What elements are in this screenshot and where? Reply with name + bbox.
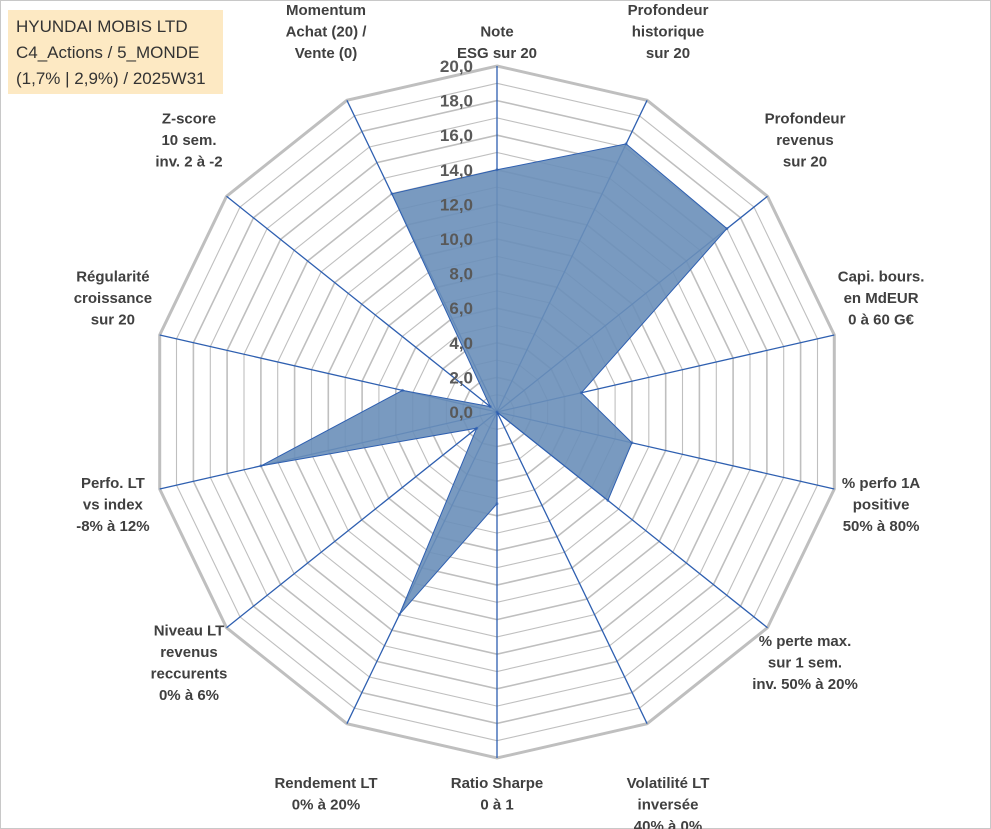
axis-label-line: 0 à 60 G€: [848, 311, 915, 328]
axis-label-line: Perfo. LT: [81, 475, 145, 492]
axis-label-line: % perfo 1A: [842, 475, 921, 492]
axis-label-line: Volatilité LT: [627, 775, 710, 792]
axis-label: Volatilité LT inversée 40% à 0%: [627, 775, 710, 829]
axis-label: Z-score 10 sem. inv. 2 à -2: [155, 110, 222, 170]
axis-label: Rendement LT 0% à 20%: [274, 775, 377, 814]
axis-label-line: Achat (20) /: [286, 24, 368, 41]
axis-label-line: Profondeur: [628, 2, 709, 19]
tick-label: 6,0: [449, 299, 473, 318]
axis-label-line: 0% à 6%: [159, 687, 219, 704]
series-point: [495, 502, 499, 506]
radar-tick-labels: 0,0 2,0 4,0 6,0 8,0 10,0 12,0 14,0 16,0 18,0 20,0: [440, 57, 473, 422]
axis-label-line: inversée: [638, 797, 699, 814]
radar-axis-labels: Note ESG sur 20 Profondeur historique sur 20…: [74, 2, 925, 829]
axis-label-line: ESG sur 20: [457, 45, 537, 62]
axis-label: Régularité croissance sur 20: [74, 268, 152, 328]
axis-label: Momentum Achat (20) / Vente (0): [286, 2, 368, 62]
axis-label: % perfo 1A positive 50% à 80%: [842, 475, 921, 535]
axis-label-line: sur 20: [91, 311, 135, 328]
axis-label-line: sur 20: [646, 45, 690, 62]
series-point: [495, 168, 499, 172]
tick-label: 18,0: [440, 92, 473, 111]
axis-label: Profondeur historique sur 20: [628, 2, 709, 62]
axis-label-line: Z-score: [162, 110, 216, 127]
series-point: [390, 192, 394, 196]
series-point: [579, 391, 583, 395]
axis-label-line: Niveau LT: [154, 622, 225, 639]
axis-spoke: [496, 411, 648, 724]
axis-label-line: inv. 2 à -2: [155, 153, 222, 170]
series-point: [606, 498, 610, 502]
stats-line: (1,7% | 2,9%) / 2025W31: [16, 69, 206, 88]
axis-label-line: sur 20: [783, 153, 827, 170]
tick-label: 0,0: [449, 403, 473, 422]
axis-label-line: 50% à 80%: [843, 518, 920, 535]
axis-label-line: -8% à 12%: [76, 518, 149, 535]
axis-label-line: Profondeur: [765, 110, 846, 127]
axis-label-line: historique: [632, 24, 705, 41]
axis-label-line: % perte max.: [759, 633, 852, 650]
axis-label: Profondeur revenus sur 20: [765, 110, 846, 170]
tick-label: 20,0: [440, 57, 473, 76]
axis-label-line: Rendement LT: [274, 775, 377, 792]
axis-label-line: 10 sem.: [161, 132, 216, 149]
axis-label-line: 0 à 1: [480, 797, 513, 814]
series-point: [475, 426, 479, 430]
axis-label-line: Régularité: [76, 268, 149, 285]
category-line: C4_Actions / 5_MONDE: [16, 43, 200, 62]
tick-label: 4,0: [449, 334, 473, 353]
series-point: [488, 405, 492, 409]
chart-title-box: HYUNDAI MOBIS LTD C4_Actions / 5_MONDE (…: [8, 10, 223, 94]
axis-label-line: 40% à 0%: [634, 818, 702, 829]
axis-label-line: Note: [480, 24, 513, 41]
series-point: [624, 142, 628, 146]
axis-label-line: reccurents: [151, 665, 228, 682]
tick-label: 2,0: [449, 368, 473, 387]
axis-label: Capi. bours. en MdEUR 0 à 60 G€: [838, 268, 925, 328]
axis-label-line: Vente (0): [295, 45, 358, 62]
tick-label: 12,0: [440, 195, 473, 214]
axis-label-line: en MdEUR: [844, 290, 919, 307]
axis-label: Niveau LT revenus reccurents 0% à 6%: [151, 622, 228, 704]
axis-label-line: positive: [853, 497, 910, 514]
series-point: [401, 388, 404, 392]
axis-label-line: Ratio Sharpe: [451, 775, 544, 792]
axis-label-line: inv. 50% à 20%: [752, 676, 858, 693]
axis-label-line: 0% à 20%: [292, 797, 360, 814]
axis-label: % perte max. sur 1 sem. inv. 50% à 20%: [752, 633, 858, 693]
axis-spoke: [226, 195, 498, 413]
axis-label-line: revenus: [776, 132, 834, 149]
tick-label: 16,0: [440, 126, 473, 145]
tick-label: 14,0: [440, 161, 473, 180]
company-name: HYUNDAI MOBIS LTD: [16, 17, 188, 36]
series-point: [397, 613, 401, 617]
series-point: [630, 441, 634, 445]
series-point: [259, 464, 263, 468]
series-point: [495, 410, 499, 414]
axis-label: Note ESG sur 20: [457, 24, 537, 63]
axis-label-line: sur 1 sem.: [768, 655, 842, 672]
axis-label: Ratio Sharpe 0 à 1: [451, 775, 544, 814]
axis-label-line: Momentum: [286, 2, 366, 19]
axis-label-line: Capi. bours.: [838, 268, 925, 285]
tick-label: 8,0: [449, 265, 473, 284]
axis-label-line: vs index: [83, 497, 144, 514]
axis-label: Perfo. LT vs index -8% à 12%: [76, 475, 149, 535]
series-point: [725, 227, 729, 231]
radar-series: [259, 142, 729, 617]
axis-spoke: [226, 411, 498, 629]
axis-label-line: revenus: [160, 644, 218, 661]
tick-label: 10,0: [440, 230, 473, 249]
axis-label-line: croissance: [74, 290, 152, 307]
